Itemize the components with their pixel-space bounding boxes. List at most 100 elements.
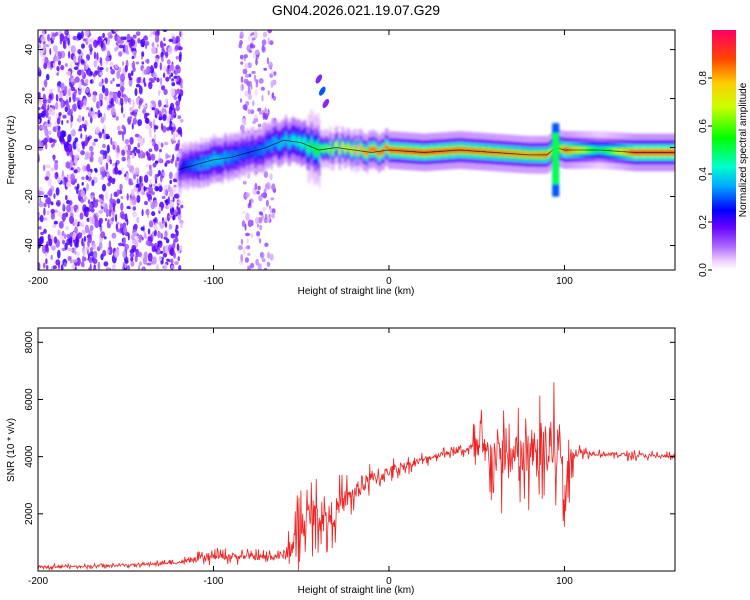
noise-speckle (44, 44, 50, 48)
noise-speckle (55, 259, 61, 266)
noise-speckle (153, 76, 157, 81)
noise-speckle (176, 205, 179, 211)
colorbar-ticks: 0.0 0.2 0.4 0.6 0.8 (698, 71, 712, 277)
ridge-cell (264, 143, 266, 154)
noise-speckle (39, 236, 44, 245)
noise-speckle (149, 199, 152, 206)
noise-speckle (151, 42, 155, 48)
noise-speckle (60, 65, 65, 71)
noise-speckle (174, 159, 178, 168)
noise-speckle (130, 256, 134, 263)
ridge-cell (207, 159, 210, 169)
noise-speckle (119, 183, 123, 191)
noise-speckle (249, 221, 253, 225)
noise-speckle (109, 209, 112, 218)
noise-speckle (57, 249, 61, 259)
ridge-core-line (178, 139, 675, 170)
noise-speckle (123, 145, 128, 151)
noise-speckle (92, 94, 97, 103)
noise-speckle (176, 80, 181, 85)
ridge-cell (182, 160, 185, 171)
snr-marks (38, 382, 675, 571)
noise-speckle (52, 265, 58, 270)
ridge-cell (217, 155, 220, 165)
noise-speckle (244, 62, 249, 70)
noise-speckle (175, 224, 179, 230)
ridge-cell (258, 145, 260, 155)
noise-speckle (61, 213, 67, 221)
noise-speckle (45, 164, 51, 169)
noise-speckle (113, 191, 118, 197)
spectrogram-xtick-label: -100 (203, 276, 223, 287)
noise-speckle (44, 56, 49, 64)
noise-speckle (151, 211, 156, 217)
noise-speckle (171, 123, 176, 128)
noise-speckle (68, 50, 71, 59)
colorbar: 0.0 0.2 0.4 0.6 0.8 Normalized spectral ampl… (698, 30, 749, 277)
noise-speckle (160, 142, 164, 148)
noise-speckle (104, 77, 109, 84)
noise-speckle (255, 57, 258, 66)
noise-speckle (88, 176, 92, 182)
noise-speckle (247, 94, 252, 101)
noise-speckle (99, 72, 103, 76)
noise-speckle (154, 173, 158, 182)
noise-speckle (149, 178, 152, 186)
noise-speckle (263, 188, 267, 193)
noise-speckle (84, 78, 89, 84)
noise-speckle (65, 161, 71, 169)
ridge-cell (289, 138, 291, 149)
ridge-cell (247, 146, 249, 156)
noise-speckle (104, 96, 108, 101)
noise-speckle (257, 263, 262, 270)
noise-speckle (48, 94, 52, 100)
noise-speckle (135, 61, 140, 65)
noise-speckle (142, 104, 147, 108)
noise-speckle (132, 170, 135, 175)
noise-speckle (253, 74, 257, 82)
ridge-cell (367, 147, 370, 154)
noise-speckle (74, 226, 78, 234)
noise-speckle (121, 149, 126, 156)
noise-speckle (55, 31, 59, 36)
noise-speckle (100, 231, 106, 239)
noise-speckle (239, 84, 243, 92)
noise-speckle (127, 72, 132, 79)
ridge-cell (365, 149, 367, 156)
noise-speckle (141, 236, 144, 241)
noise-speckle (53, 139, 57, 144)
noise-speckle (177, 126, 183, 135)
noise-speckle (176, 243, 180, 251)
noise-speckle (85, 175, 89, 181)
noise-speckle (90, 107, 93, 112)
ridge-cell (321, 145, 324, 152)
noise-speckle (81, 176, 85, 180)
noise-speckle (164, 230, 168, 238)
noise-speckle (174, 186, 177, 193)
noise-speckle (114, 64, 119, 69)
noise-speckle (173, 132, 176, 140)
noise-speckle (165, 51, 169, 59)
noise-speckle (54, 174, 58, 180)
noise-speckle (102, 32, 105, 39)
noise-speckle (141, 61, 145, 65)
noise-speckle (239, 260, 244, 265)
noise-speckle (248, 265, 251, 270)
ridge-cell (271, 143, 273, 153)
noise-speckle (82, 141, 85, 150)
noise-speckle (92, 114, 97, 119)
noise-speckle (69, 61, 72, 70)
ridge-cell (334, 143, 336, 149)
noise-speckle (74, 76, 80, 83)
noise-speckle (106, 171, 110, 177)
noise-speckle (179, 30, 182, 38)
ridge-cell (221, 156, 224, 167)
noise-speckle (82, 85, 85, 92)
noise-speckle (46, 196, 51, 204)
streak-blob (322, 98, 330, 109)
ridge-cell (257, 145, 259, 156)
noise-speckle (175, 100, 181, 107)
noise-speckle (178, 265, 182, 270)
noise-speckle (132, 117, 138, 125)
noise-speckle (124, 44, 129, 54)
